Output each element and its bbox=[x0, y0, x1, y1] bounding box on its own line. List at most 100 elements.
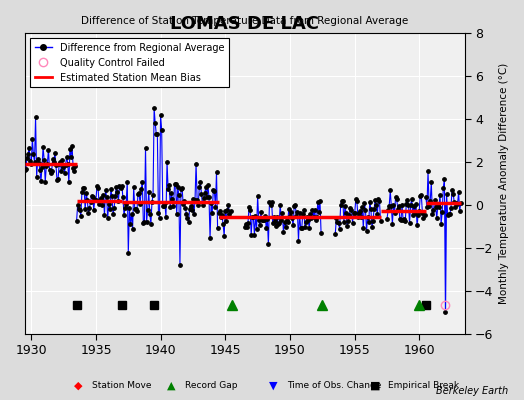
Text: ▼: ▼ bbox=[268, 381, 277, 391]
Point bbox=[447, 205, 455, 211]
Point bbox=[412, 201, 420, 207]
Point bbox=[359, 225, 367, 231]
Point bbox=[69, 164, 78, 171]
Point bbox=[429, 207, 438, 214]
Point bbox=[402, 200, 410, 207]
Point bbox=[423, 204, 431, 210]
Point bbox=[435, 204, 443, 210]
Point bbox=[350, 210, 358, 216]
Point bbox=[203, 194, 211, 200]
Point bbox=[280, 219, 289, 226]
Point bbox=[120, 212, 128, 218]
Point bbox=[90, 206, 98, 213]
Point bbox=[438, 208, 446, 215]
Point bbox=[256, 222, 264, 229]
Point bbox=[260, 217, 268, 223]
Point bbox=[348, 219, 357, 226]
Point bbox=[434, 202, 442, 208]
Point bbox=[71, 163, 80, 169]
Point bbox=[245, 204, 253, 210]
Point bbox=[129, 184, 138, 190]
Point bbox=[197, 191, 205, 197]
Point bbox=[196, 179, 204, 186]
Point bbox=[86, 199, 95, 206]
Point bbox=[146, 211, 154, 217]
Point bbox=[63, 160, 72, 167]
Point bbox=[43, 160, 51, 167]
Point bbox=[302, 219, 310, 226]
Point bbox=[414, 212, 422, 218]
Point bbox=[171, 181, 180, 187]
Point bbox=[337, 198, 346, 204]
Point bbox=[397, 217, 405, 224]
Point bbox=[451, 204, 460, 210]
Y-axis label: Monthly Temperature Anomaly Difference (°C): Monthly Temperature Anomaly Difference (… bbox=[499, 63, 509, 304]
Point bbox=[226, 208, 235, 214]
Point bbox=[420, 212, 429, 218]
Point bbox=[81, 206, 90, 212]
Point bbox=[141, 144, 150, 151]
Point bbox=[166, 204, 174, 210]
Point bbox=[164, 186, 172, 192]
Point bbox=[190, 211, 198, 218]
Point bbox=[354, 214, 362, 220]
Point bbox=[453, 201, 462, 207]
Point bbox=[250, 231, 259, 238]
Point bbox=[57, 168, 66, 174]
Point bbox=[363, 227, 371, 234]
Point bbox=[187, 203, 195, 209]
Point bbox=[119, 194, 127, 201]
Point bbox=[297, 225, 305, 232]
Point bbox=[58, 157, 67, 164]
Point bbox=[156, 112, 165, 118]
Point bbox=[411, 210, 419, 216]
Point bbox=[177, 186, 185, 192]
Point bbox=[221, 208, 230, 214]
Text: ◆: ◆ bbox=[73, 381, 82, 391]
Point bbox=[201, 190, 209, 197]
Point bbox=[246, 206, 254, 213]
Point bbox=[123, 178, 132, 185]
Point bbox=[332, 215, 341, 221]
Point bbox=[216, 208, 224, 214]
Point bbox=[35, 160, 43, 166]
Point bbox=[314, 199, 322, 205]
Point bbox=[275, 220, 283, 226]
Point bbox=[400, 216, 408, 222]
Point bbox=[222, 218, 231, 224]
Point bbox=[37, 178, 45, 184]
Point bbox=[396, 216, 404, 223]
Point bbox=[194, 202, 202, 208]
Point bbox=[331, 230, 340, 237]
Point bbox=[440, 176, 449, 182]
Point bbox=[289, 222, 297, 228]
Point bbox=[392, 196, 401, 202]
Point bbox=[99, 192, 107, 198]
Point bbox=[296, 210, 304, 216]
Point bbox=[59, 164, 68, 171]
Point bbox=[20, 167, 29, 174]
Point bbox=[274, 221, 282, 228]
Point bbox=[385, 203, 394, 209]
Point bbox=[287, 208, 295, 215]
Point bbox=[47, 170, 55, 176]
Point bbox=[172, 211, 181, 218]
Point bbox=[143, 218, 151, 225]
Point bbox=[41, 179, 49, 185]
Point bbox=[344, 218, 353, 224]
Point bbox=[455, 208, 464, 214]
Point bbox=[60, 169, 69, 176]
Point bbox=[242, 220, 250, 227]
Point bbox=[112, 184, 121, 190]
Point bbox=[417, 192, 425, 198]
Point bbox=[281, 224, 290, 230]
Point bbox=[75, 207, 84, 214]
Point bbox=[189, 196, 197, 202]
Point bbox=[358, 204, 366, 211]
Point bbox=[415, 208, 423, 214]
Point bbox=[89, 194, 97, 200]
Point bbox=[213, 224, 222, 231]
Point bbox=[152, 131, 160, 137]
Point bbox=[294, 238, 303, 244]
Point bbox=[61, 162, 70, 168]
